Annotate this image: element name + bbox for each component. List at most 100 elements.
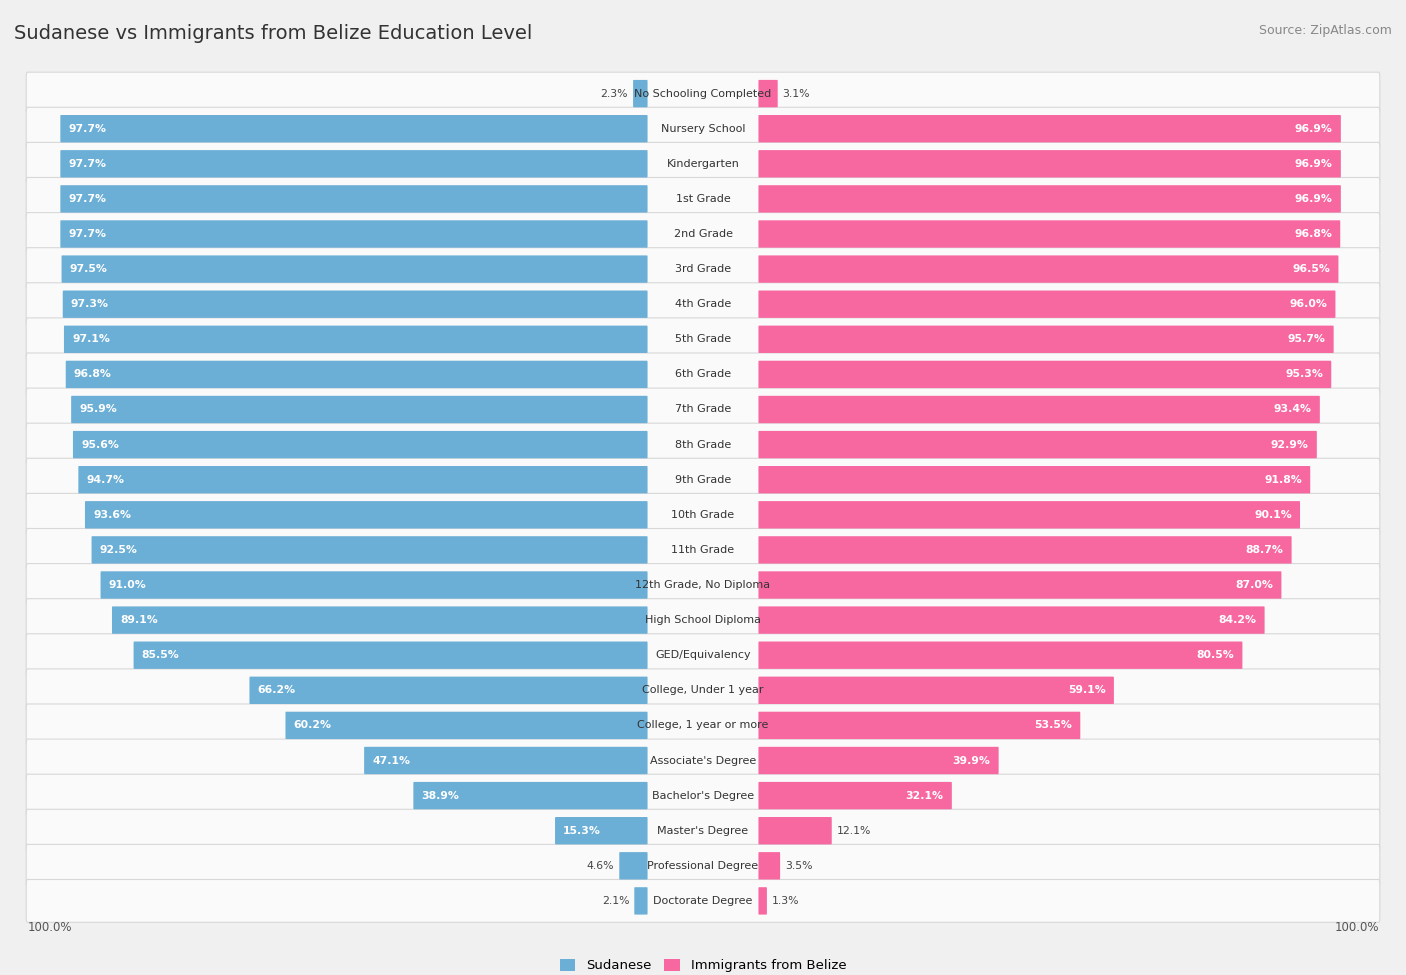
Text: 96.0%: 96.0% xyxy=(1289,299,1327,309)
Text: 95.9%: 95.9% xyxy=(79,405,117,414)
Text: 87.0%: 87.0% xyxy=(1236,580,1274,590)
FancyBboxPatch shape xyxy=(27,634,1379,677)
Text: 97.7%: 97.7% xyxy=(69,124,107,134)
FancyBboxPatch shape xyxy=(364,747,648,774)
FancyBboxPatch shape xyxy=(60,150,648,177)
Text: 80.5%: 80.5% xyxy=(1197,650,1234,660)
FancyBboxPatch shape xyxy=(758,255,1339,283)
Text: 32.1%: 32.1% xyxy=(905,791,943,800)
FancyBboxPatch shape xyxy=(27,599,1379,642)
FancyBboxPatch shape xyxy=(758,326,1334,353)
Text: 97.7%: 97.7% xyxy=(69,229,107,239)
Text: 94.7%: 94.7% xyxy=(87,475,125,485)
Text: 2.1%: 2.1% xyxy=(602,896,630,906)
FancyBboxPatch shape xyxy=(758,642,1243,669)
Text: 97.7%: 97.7% xyxy=(69,194,107,204)
FancyBboxPatch shape xyxy=(27,879,1379,922)
Text: Nursery School: Nursery School xyxy=(661,124,745,134)
FancyBboxPatch shape xyxy=(758,466,1310,493)
Text: 4th Grade: 4th Grade xyxy=(675,299,731,309)
Text: Source: ZipAtlas.com: Source: ZipAtlas.com xyxy=(1258,24,1392,37)
Text: 66.2%: 66.2% xyxy=(257,685,295,695)
FancyBboxPatch shape xyxy=(27,142,1379,185)
FancyBboxPatch shape xyxy=(101,571,648,599)
Text: 11th Grade: 11th Grade xyxy=(672,545,734,555)
FancyBboxPatch shape xyxy=(60,185,648,213)
Text: Kindergarten: Kindergarten xyxy=(666,159,740,169)
FancyBboxPatch shape xyxy=(758,431,1317,458)
Text: Master's Degree: Master's Degree xyxy=(658,826,748,836)
FancyBboxPatch shape xyxy=(27,809,1379,852)
Text: 2.3%: 2.3% xyxy=(600,89,628,98)
FancyBboxPatch shape xyxy=(758,887,766,915)
FancyBboxPatch shape xyxy=(758,361,1331,388)
Text: 3.1%: 3.1% xyxy=(783,89,810,98)
Text: College, 1 year or more: College, 1 year or more xyxy=(637,721,769,730)
FancyBboxPatch shape xyxy=(91,536,648,564)
FancyBboxPatch shape xyxy=(758,291,1336,318)
Text: 97.1%: 97.1% xyxy=(72,334,110,344)
Text: 84.2%: 84.2% xyxy=(1219,615,1257,625)
Text: 95.6%: 95.6% xyxy=(82,440,120,449)
FancyBboxPatch shape xyxy=(758,150,1341,177)
Text: 92.5%: 92.5% xyxy=(100,545,138,555)
Text: 97.7%: 97.7% xyxy=(69,159,107,169)
Text: 88.7%: 88.7% xyxy=(1246,545,1284,555)
Text: 96.9%: 96.9% xyxy=(1295,159,1333,169)
Text: Sudanese vs Immigrants from Belize Education Level: Sudanese vs Immigrants from Belize Educa… xyxy=(14,24,533,43)
Text: 3rd Grade: 3rd Grade xyxy=(675,264,731,274)
FancyBboxPatch shape xyxy=(112,606,648,634)
Text: 93.4%: 93.4% xyxy=(1274,405,1312,414)
FancyBboxPatch shape xyxy=(758,782,952,809)
Text: 97.5%: 97.5% xyxy=(70,264,108,274)
FancyBboxPatch shape xyxy=(27,704,1379,747)
Text: 100.0%: 100.0% xyxy=(27,920,72,934)
FancyBboxPatch shape xyxy=(27,564,1379,606)
Text: Associate's Degree: Associate's Degree xyxy=(650,756,756,765)
FancyBboxPatch shape xyxy=(72,396,648,423)
Text: 92.9%: 92.9% xyxy=(1271,440,1309,449)
Text: 91.0%: 91.0% xyxy=(108,580,146,590)
Text: 7th Grade: 7th Grade xyxy=(675,405,731,414)
FancyBboxPatch shape xyxy=(27,72,1379,115)
FancyBboxPatch shape xyxy=(27,353,1379,396)
Text: 60.2%: 60.2% xyxy=(294,721,332,730)
Text: 3.5%: 3.5% xyxy=(785,861,813,871)
Text: 85.5%: 85.5% xyxy=(142,650,180,660)
Text: 100.0%: 100.0% xyxy=(1334,920,1379,934)
FancyBboxPatch shape xyxy=(73,431,648,458)
Text: Bachelor's Degree: Bachelor's Degree xyxy=(652,791,754,800)
Text: 6th Grade: 6th Grade xyxy=(675,370,731,379)
FancyBboxPatch shape xyxy=(27,283,1379,326)
Text: 10th Grade: 10th Grade xyxy=(672,510,734,520)
Text: 93.6%: 93.6% xyxy=(93,510,131,520)
Text: GED/Equivalency: GED/Equivalency xyxy=(655,650,751,660)
Text: Professional Degree: Professional Degree xyxy=(647,861,759,871)
FancyBboxPatch shape xyxy=(27,107,1379,150)
Text: 12.1%: 12.1% xyxy=(837,826,872,836)
FancyBboxPatch shape xyxy=(66,361,648,388)
FancyBboxPatch shape xyxy=(758,80,778,107)
FancyBboxPatch shape xyxy=(27,318,1379,361)
Text: 5th Grade: 5th Grade xyxy=(675,334,731,344)
Text: 59.1%: 59.1% xyxy=(1069,685,1105,695)
Text: Doctorate Degree: Doctorate Degree xyxy=(654,896,752,906)
FancyBboxPatch shape xyxy=(27,177,1379,220)
Text: 9th Grade: 9th Grade xyxy=(675,475,731,485)
FancyBboxPatch shape xyxy=(60,115,648,142)
FancyBboxPatch shape xyxy=(758,677,1114,704)
FancyBboxPatch shape xyxy=(758,712,1080,739)
FancyBboxPatch shape xyxy=(63,326,648,353)
FancyBboxPatch shape xyxy=(60,220,648,248)
Text: 39.9%: 39.9% xyxy=(953,756,990,765)
FancyBboxPatch shape xyxy=(27,739,1379,782)
Text: 96.5%: 96.5% xyxy=(1292,264,1330,274)
Text: No Schooling Completed: No Schooling Completed xyxy=(634,89,772,98)
Text: 1.3%: 1.3% xyxy=(772,896,800,906)
Text: 96.8%: 96.8% xyxy=(75,370,112,379)
FancyBboxPatch shape xyxy=(27,669,1379,712)
Text: 47.1%: 47.1% xyxy=(373,756,411,765)
FancyBboxPatch shape xyxy=(134,642,648,669)
FancyBboxPatch shape xyxy=(79,466,648,493)
FancyBboxPatch shape xyxy=(634,887,648,915)
